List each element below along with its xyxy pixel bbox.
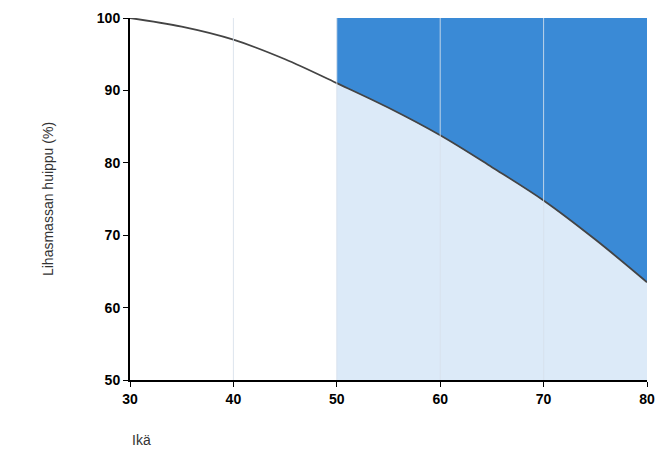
- svg-text:70: 70: [105, 227, 121, 243]
- svg-text:60: 60: [432, 391, 448, 407]
- svg-text:Ikä: Ikä: [132, 432, 151, 448]
- svg-text:100: 100: [97, 10, 121, 26]
- svg-text:80: 80: [639, 391, 655, 407]
- svg-text:30: 30: [122, 391, 138, 407]
- svg-text:60: 60: [105, 300, 121, 316]
- svg-text:90: 90: [105, 82, 121, 98]
- svg-text:80: 80: [105, 155, 121, 171]
- svg-text:70: 70: [536, 391, 552, 407]
- svg-text:Lihasmassan huippu (%): Lihasmassan huippu (%): [40, 122, 56, 276]
- svg-text:50: 50: [105, 372, 121, 388]
- svg-text:50: 50: [329, 391, 345, 407]
- svg-text:40: 40: [226, 391, 242, 407]
